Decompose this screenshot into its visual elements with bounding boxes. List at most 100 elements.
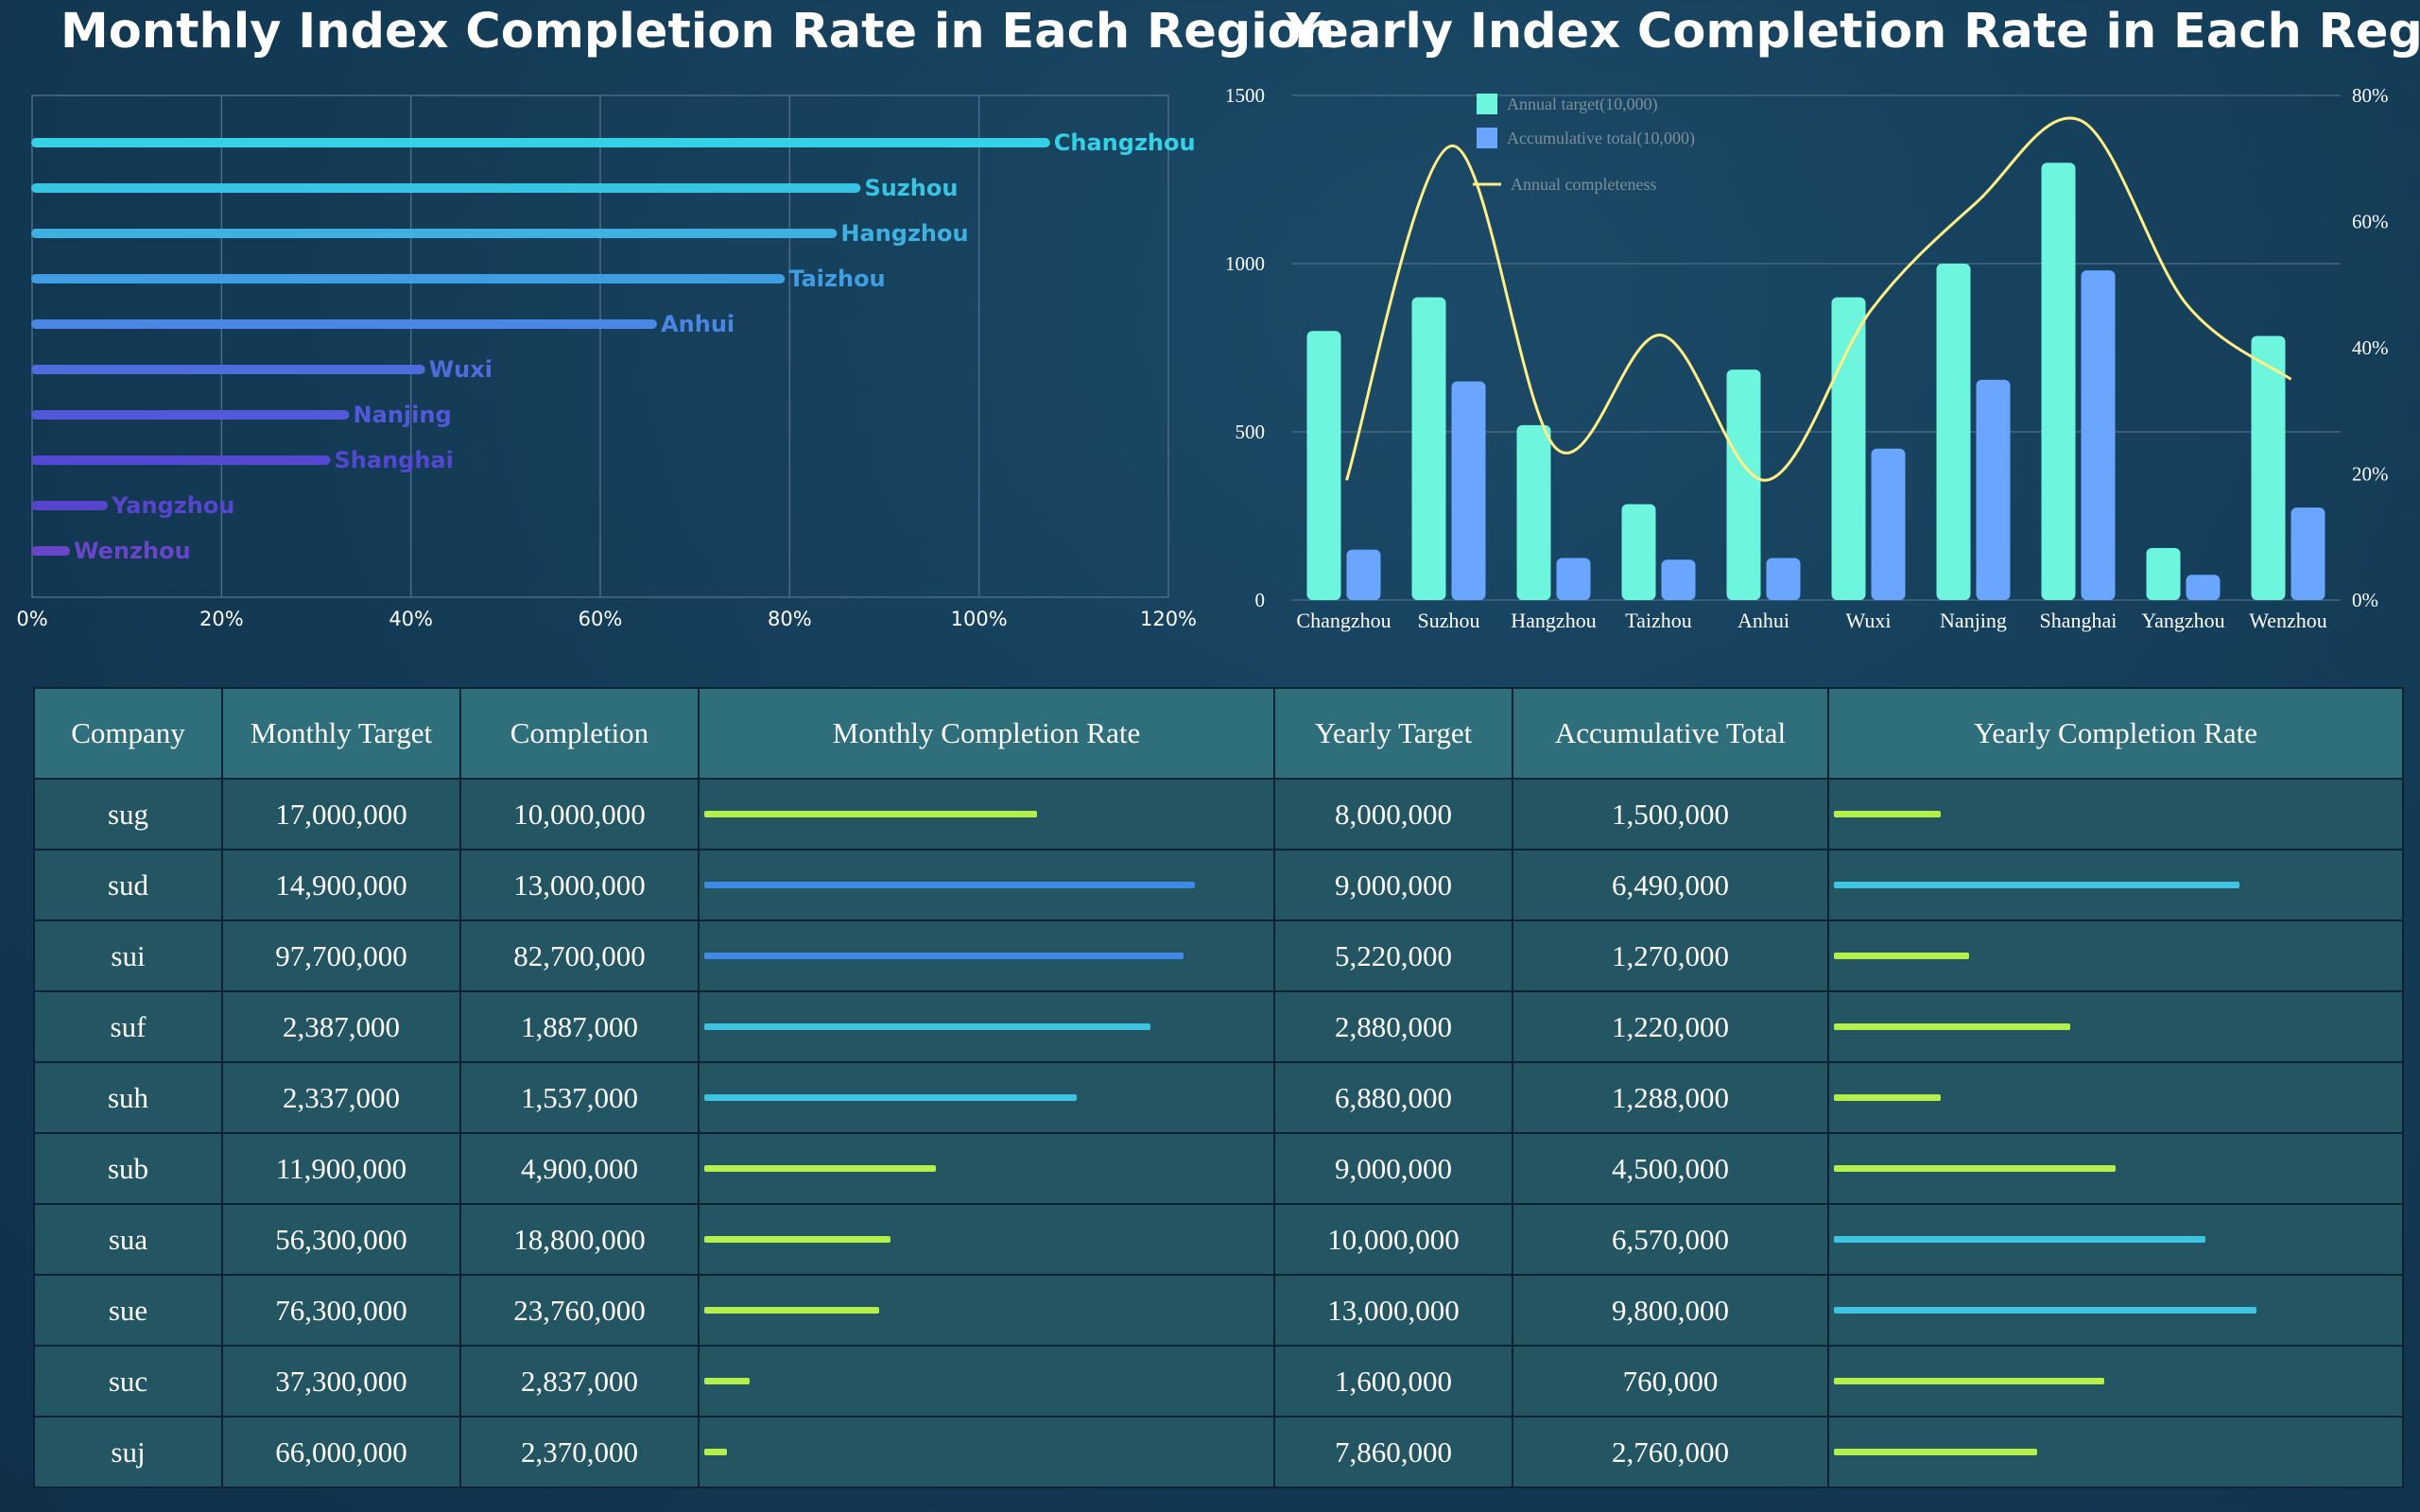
- y-left-tick-label: 500: [1236, 421, 1266, 443]
- target-bar-suzhou: [1411, 297, 1446, 600]
- x-category-label: Yangzhou: [2141, 609, 2224, 632]
- bar-label: Suzhou: [864, 175, 958, 201]
- cell-yearly-rate: [1827, 1345, 2404, 1418]
- cell-completion: 13,000,000: [459, 849, 700, 921]
- col-header-monthly-target: Monthly Target: [221, 687, 461, 780]
- cell-yearly-target: 9,000,000: [1273, 1132, 1513, 1205]
- cell-yearly-rate: [1827, 1132, 2404, 1205]
- x-tick-label: 20%: [199, 608, 244, 630]
- y-left-tick-label: 0: [1255, 589, 1266, 611]
- target-bar-changzhou: [1306, 331, 1341, 600]
- cell-monthly-target: 56,300,000: [221, 1203, 461, 1276]
- x-category-label: Hangzhou: [1511, 609, 1596, 632]
- bar-label: Nanjing: [354, 402, 452, 428]
- y-right-tick-label: 40%: [2352, 336, 2389, 359]
- cell-monthly-target: 11,900,000: [221, 1132, 461, 1205]
- yearly-rate-bar: [1834, 1165, 2116, 1172]
- monthly-rate-bar: [704, 953, 1184, 959]
- cell-yearly-rate: [1827, 778, 2404, 850]
- monthly-rate-bar: [704, 1307, 880, 1314]
- yearly-rate-bar: [1834, 811, 1942, 817]
- cell-accum-total: 1,270,000: [1512, 919, 1829, 992]
- cell-yearly-target: 13,000,000: [1273, 1274, 1513, 1347]
- col-header-yearly-target: Yearly Target: [1273, 687, 1513, 780]
- yearly-combo-chart: 0 500 1000 1500 0% 20% 40% 60% 80% Changzhou Suzho…: [1225, 84, 2389, 632]
- target-bar-wenzhou: [2251, 335, 2286, 600]
- x-tick-label: 120%: [1140, 608, 1197, 630]
- cell-yearly-rate: [1827, 849, 2404, 921]
- table-row: suj 66,000,000 2,370,000 7,860,000 2,760,000: [33, 1416, 2404, 1488]
- x-category-label: Wuxi: [1846, 609, 1892, 632]
- col-header-company: Company: [33, 687, 223, 780]
- yearly-rate-bar: [1834, 1023, 2071, 1030]
- accum-bar-nanjing: [1976, 379, 2011, 600]
- cell-company: suj: [33, 1416, 223, 1488]
- accum-bar-anhui: [1766, 558, 1801, 600]
- target-bar-yangzhou: [2146, 547, 2181, 600]
- monthly-rate-bar: [704, 1378, 750, 1384]
- accum-bar-wuxi: [1871, 448, 1906, 600]
- cell-yearly-rate: [1827, 919, 2404, 992]
- cell-monthly-target: 17,000,000: [221, 778, 461, 850]
- yearly-rate-bar: [1834, 1449, 2037, 1455]
- cell-yearly-target: 7,860,000: [1273, 1416, 1513, 1488]
- cell-completion: 10,000,000: [459, 778, 700, 850]
- cell-company: sug: [33, 778, 223, 850]
- cell-completion: 1,537,000: [459, 1061, 700, 1134]
- cell-monthly-rate: [698, 919, 1275, 992]
- cell-completion: 4,900,000: [459, 1132, 700, 1205]
- monthly-rate-bar: [704, 882, 1196, 888]
- x-tick-label: 0%: [16, 608, 47, 630]
- target-bar-shanghai: [2041, 163, 2076, 600]
- col-header-yearly-rate: Yearly Completion Rate: [1827, 687, 2404, 780]
- table-row: sua 56,300,000 18,800,000 10,000,000 6,570,0…: [33, 1203, 2404, 1276]
- cell-company: sui: [33, 919, 223, 992]
- cell-completion: 18,800,000: [459, 1203, 700, 1276]
- cell-monthly-target: 37,300,000: [221, 1345, 461, 1418]
- table-row: suf 2,387,000 1,887,000 2,880,000 1,220,000: [33, 990, 2404, 1063]
- table-row: sue 76,300,000 23,760,000 13,000,000 9,800,0…: [33, 1274, 2404, 1347]
- monthly-rate-bar: [704, 1094, 1078, 1101]
- y-right-tick-label: 60%: [2352, 211, 2389, 233]
- col-header-accum-total: Accumulative Total: [1512, 687, 1829, 780]
- target-bar-hangzhou: [1516, 424, 1551, 600]
- target-bar-nanjing: [1936, 264, 1971, 600]
- cell-accum-total: 1,288,000: [1512, 1061, 1829, 1134]
- cell-monthly-rate: [698, 1345, 1275, 1418]
- cell-accum-total: 1,500,000: [1512, 778, 1829, 850]
- legend-swatch-target: [1477, 94, 1497, 114]
- cell-yearly-rate: [1827, 1416, 2404, 1488]
- table-row: sud 14,900,000 13,000,000 9,000,000 6,490,00…: [33, 849, 2404, 921]
- x-tick-label: 40%: [389, 608, 433, 630]
- cell-monthly-rate: [698, 1061, 1275, 1134]
- cell-yearly-rate: [1827, 1274, 2404, 1347]
- y-right-tick-label: 0%: [2352, 589, 2378, 611]
- completeness-line: [1345, 116, 2292, 482]
- target-bar-wuxi: [1831, 297, 1866, 600]
- monthly-bar-chart: 0% 20% 40% 60% 80% 100% 120% Changzhou Suzhou Han…: [16, 94, 1197, 630]
- yearly-rate-bar: [1834, 1378, 2105, 1384]
- yearly-rate-bar: [1834, 882, 2240, 888]
- yearly-chart-title: Yearly Index Completion Rate in Each Reg…: [1286, 4, 2420, 60]
- monthly-rate-bar: [704, 1023, 1150, 1030]
- accum-bar-changzhou: [1346, 549, 1381, 600]
- y-left-tick-label: 1000: [1225, 252, 1265, 275]
- cell-company: sue: [33, 1274, 223, 1347]
- cell-yearly-rate: [1827, 1203, 2404, 1276]
- target-bar-taizhou: [1621, 504, 1656, 600]
- cell-yearly-rate: [1827, 1061, 2404, 1134]
- accum-bar-hangzhou: [1556, 558, 1591, 600]
- x-category-label: Changzhou: [1296, 609, 1391, 632]
- x-category-label: Taizhou: [1625, 609, 1692, 632]
- cell-company: suc: [33, 1345, 223, 1418]
- cell-completion: 1,887,000: [459, 990, 700, 1063]
- bar-label: Anhui: [661, 311, 735, 337]
- yearly-rate-bar: [1834, 1094, 1942, 1101]
- y-right-tick-label: 80%: [2352, 84, 2389, 107]
- cell-monthly-rate: [698, 1416, 1275, 1488]
- cell-completion: 23,760,000: [459, 1274, 700, 1347]
- target-bar-anhui: [1726, 369, 1761, 600]
- yearly-rate-bar: [1834, 1307, 2256, 1314]
- monthly-chart-title: Monthly Index Completion Rate in Each Re…: [60, 4, 1336, 60]
- table-row: sui 97,700,000 82,700,000 5,220,000 1,270,00…: [33, 919, 2404, 992]
